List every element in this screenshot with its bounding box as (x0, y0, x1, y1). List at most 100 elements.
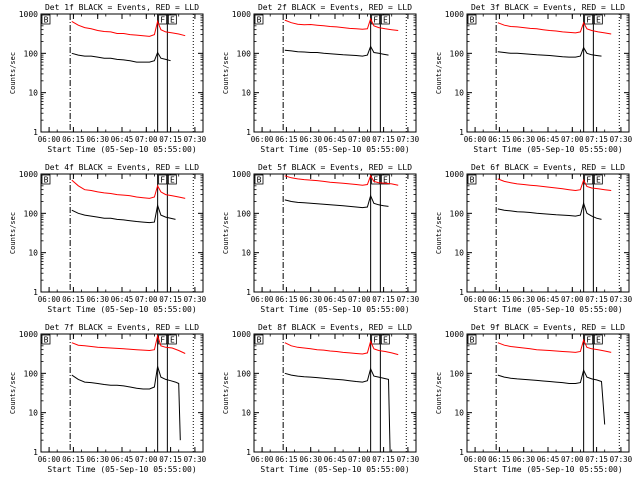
x-tick-label: 06:30 (86, 455, 109, 464)
marker-label: E (596, 16, 601, 25)
y-tick-label: 10 (454, 409, 464, 418)
detector-chart-4: Det 4f BLACK = Events, RED = LLD 1 10 100 10… (9, 163, 207, 314)
x-tick-label: 07:15 (585, 455, 608, 464)
marker-label: F (160, 336, 165, 345)
series-line-lld (71, 179, 186, 199)
detector-chart-1: Det 1f BLACK = Events, RED = LLD 1 10 100 10… (9, 3, 207, 154)
marker-label: E (170, 16, 175, 25)
x-tick-label: 07:30 (397, 455, 420, 464)
x-axis-label: Start Time (05-Sep-10 05:55:00) (473, 145, 622, 154)
marker-label-box (584, 334, 594, 345)
x-tick-label: 07:30 (397, 135, 420, 144)
series-line-lld (284, 17, 399, 31)
marker-label-box (593, 334, 603, 345)
x-tick-label: 06:45 (537, 135, 560, 144)
x-tick-label: 06:15 (488, 455, 511, 464)
x-tick-label: 07:00 (135, 135, 158, 144)
series-line-events (71, 203, 176, 224)
series-line-lld (71, 19, 186, 37)
marker-label: F (586, 336, 591, 345)
marker-label: B (44, 16, 49, 25)
marker-label-box (371, 14, 381, 25)
x-tick-label: 06:45 (324, 295, 347, 304)
y-tick-label: 100 (450, 209, 465, 218)
detector-chart-5: Det 5f BLACK = Events, RED = LLD 1 10 100 10… (222, 163, 420, 314)
x-tick-label: 07:00 (561, 455, 584, 464)
x-tick-label: 06:00 (464, 135, 487, 144)
marker-label-box (254, 334, 264, 345)
marker-label: B (44, 336, 49, 345)
x-tick-label: 07:15 (159, 295, 182, 304)
series-line-lld (71, 333, 186, 354)
y-tick-label: 100 (24, 209, 39, 218)
x-tick-label: 07:30 (610, 295, 633, 304)
x-tick-label: 06:45 (537, 455, 560, 464)
marker-label-box (167, 14, 177, 25)
series-line-lld (497, 178, 612, 192)
x-tick-label: 07:30 (184, 455, 207, 464)
marker-label: F (373, 176, 378, 185)
x-tick-label: 07:00 (135, 455, 158, 464)
marker-label-box (467, 334, 477, 345)
x-tick-label: 06:30 (86, 135, 109, 144)
y-axis-label: Counts/sec (435, 212, 443, 254)
x-tick-label: 06:00 (251, 135, 274, 144)
marker-label-box (380, 14, 390, 25)
x-tick-label: 06:45 (111, 455, 134, 464)
x-tick-label: 07:15 (372, 135, 395, 144)
chart-title: Det 4f BLACK = Events, RED = LLD (45, 163, 199, 172)
plot-frame (466, 173, 630, 293)
x-tick-label: 07:00 (348, 135, 371, 144)
detector-chart-3: Det 3f BLACK = Events, RED = LLD 1 10 100 10… (435, 3, 633, 154)
y-tick-label: 100 (24, 49, 39, 58)
x-tick-label: 07:30 (397, 295, 420, 304)
series-line-events (497, 46, 602, 58)
x-tick-label: 06:45 (324, 455, 347, 464)
x-axis-label: Start Time (05-Sep-10 05:55:00) (47, 145, 196, 154)
y-axis-label: Counts/sec (222, 212, 230, 254)
x-tick-label: 07:00 (348, 295, 371, 304)
marker-label-box (380, 334, 390, 345)
marker-label-box (584, 14, 594, 25)
plot-frame (40, 13, 204, 133)
x-tick-label: 06:45 (111, 295, 134, 304)
plot-frame (466, 333, 630, 453)
x-tick-label: 06:15 (62, 455, 85, 464)
chart-title: Det 5f BLACK = Events, RED = LLD (258, 163, 412, 172)
x-tick-label: 07:00 (561, 295, 584, 304)
marker-label: E (383, 16, 388, 25)
y-axis-label: Counts/sec (9, 212, 17, 254)
marker-label: E (596, 176, 601, 185)
x-tick-label: 07:15 (372, 455, 395, 464)
chart-title: Det 9f BLACK = Events, RED = LLD (471, 323, 625, 332)
marker-label: F (373, 336, 378, 345)
x-tick-label: 06:15 (275, 295, 298, 304)
x-tick-label: 06:15 (488, 135, 511, 144)
y-tick-label: 1 (246, 128, 251, 137)
x-axis-label: Start Time (05-Sep-10 05:55:00) (260, 305, 409, 314)
x-tick-label: 07:30 (610, 135, 633, 144)
y-tick-label: 1000 (232, 170, 251, 179)
marker-label: F (586, 16, 591, 25)
y-tick-label: 1 (459, 448, 464, 457)
x-tick-label: 06:30 (299, 135, 322, 144)
series-line-events (71, 366, 181, 441)
marker-label: F (160, 16, 165, 25)
x-tick-label: 07:15 (585, 135, 608, 144)
y-axis-label: Counts/sec (9, 372, 17, 414)
marker-label: F (160, 176, 165, 185)
y-tick-label: 100 (450, 49, 465, 58)
y-axis-label: Counts/sec (435, 52, 443, 94)
x-tick-label: 07:15 (159, 135, 182, 144)
marker-label-box (467, 14, 477, 25)
chart-title: Det 6f BLACK = Events, RED = LLD (471, 163, 625, 172)
marker-label-box (371, 174, 381, 185)
y-tick-label: 10 (241, 249, 251, 258)
series-line-lld (284, 339, 399, 356)
y-tick-label: 100 (450, 369, 465, 378)
marker-label-box (41, 14, 51, 25)
y-tick-label: 1000 (19, 10, 38, 19)
plot-frame (40, 173, 204, 293)
marker-label: B (257, 336, 262, 345)
marker-label: B (257, 16, 262, 25)
